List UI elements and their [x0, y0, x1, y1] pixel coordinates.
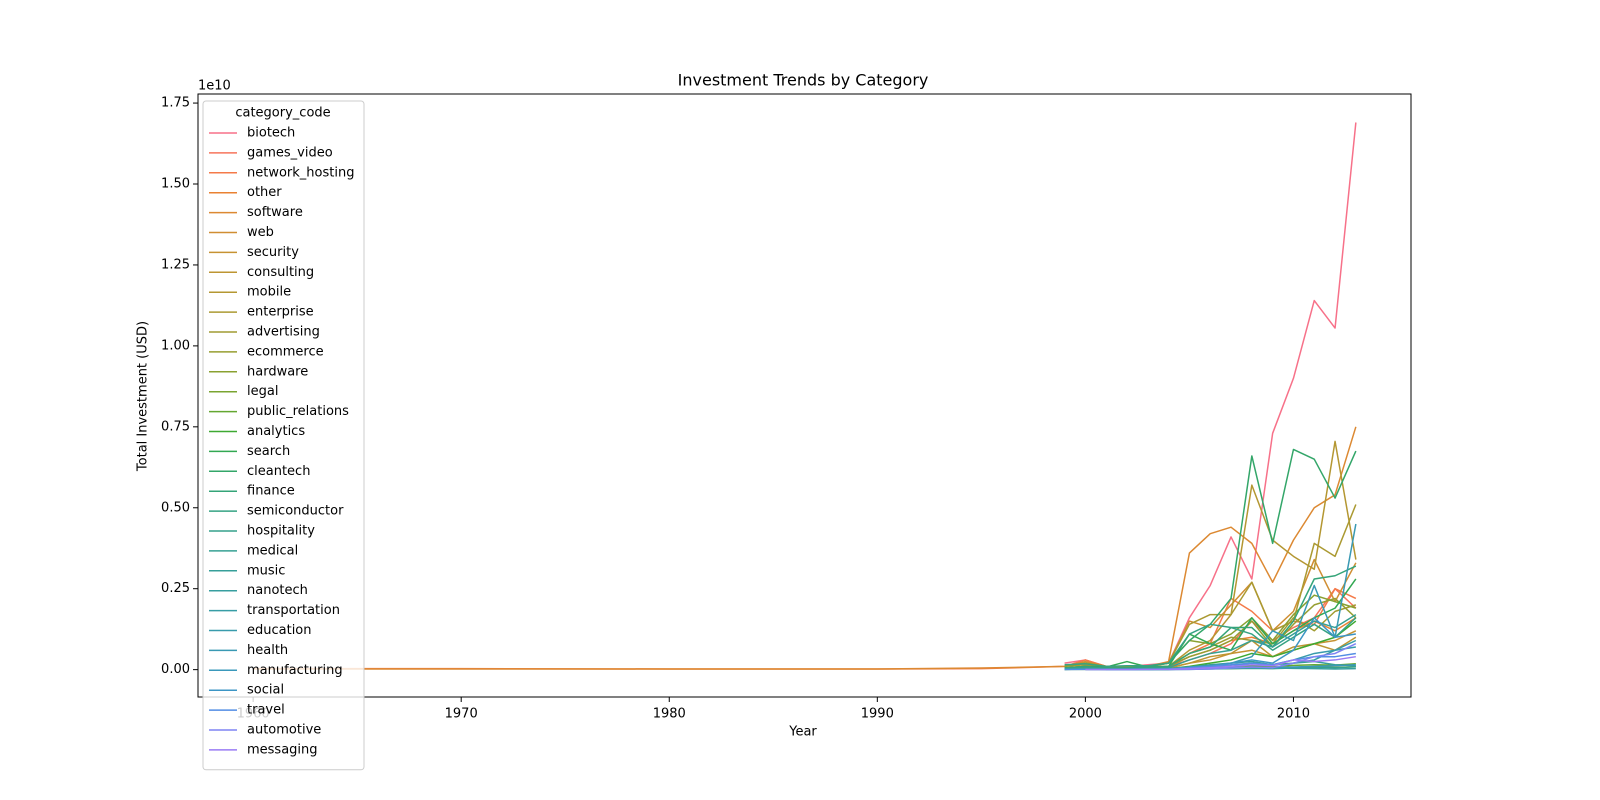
series-line: [1168, 643, 1357, 671]
y-axis-label: Total Investment (USD): [136, 321, 151, 472]
x-axis-label: Year: [788, 725, 817, 740]
legend-label: other: [247, 185, 282, 200]
legend-label: advertising: [247, 325, 320, 340]
plot-area: 1960197019801990200020100.000.250.500.75…: [161, 93, 1412, 722]
legend-label: biotech: [247, 126, 295, 141]
legend-label: cleantech: [247, 464, 310, 479]
chart-title: Investment Trends by Category: [678, 71, 929, 90]
series-line: [1064, 597, 1357, 670]
legend-frame: [202, 100, 365, 771]
legend-label: software: [247, 205, 303, 220]
legend-label: manufacturing: [247, 663, 343, 678]
y-tick-label: 0.25: [161, 581, 190, 596]
y-tick-label: 0.50: [161, 500, 190, 515]
legend-label: security: [247, 245, 299, 260]
legend-label: consulting: [247, 265, 314, 280]
legend-label: medical: [247, 543, 298, 558]
series-line: [1064, 578, 1357, 669]
legend-title: category_code: [235, 106, 330, 121]
legend-label: messaging: [247, 742, 318, 757]
y-tick-label: 1.00: [161, 338, 190, 353]
legend-label: enterprise: [247, 305, 314, 320]
legend-label: automotive: [247, 723, 321, 738]
series-line: [1064, 440, 1357, 669]
legend-label: music: [247, 563, 285, 578]
x-tick-label: 1980: [653, 707, 686, 722]
legend-label: hardware: [247, 364, 308, 379]
legend-label: health: [247, 643, 288, 658]
series-line: [1064, 448, 1357, 670]
y-tick-label: 1.25: [161, 257, 190, 272]
series-line: [253, 426, 1357, 670]
x-tick-label: 1970: [445, 707, 478, 722]
legend-label: public_relations: [247, 404, 349, 419]
legend-label: web: [247, 225, 274, 240]
legend-label: analytics: [247, 424, 305, 439]
legend-label: search: [247, 444, 290, 459]
legend-label: travel: [247, 703, 285, 718]
legend-label: mobile: [247, 285, 291, 300]
legend-label: semiconductor: [247, 504, 344, 519]
legend-label: finance: [247, 484, 295, 499]
legend-label: education: [247, 623, 312, 638]
legend-label: games_video: [247, 145, 333, 160]
y-tick-label: 0.00: [161, 662, 190, 677]
x-tick-label: 2000: [1069, 707, 1102, 722]
y-tick-label: 1.50: [161, 177, 190, 192]
legend-label: transportation: [247, 603, 340, 618]
x-tick-label: 2010: [1277, 707, 1310, 722]
legend-label: nanotech: [247, 583, 308, 598]
legend-label: social: [247, 683, 284, 698]
legend-label: network_hosting: [247, 165, 354, 180]
axes-frame: [197, 93, 1412, 698]
legend-label: ecommerce: [247, 344, 324, 359]
legend-label: hospitality: [247, 524, 315, 539]
y-tick-label: 1.75: [161, 96, 190, 111]
series-line: [1085, 655, 1356, 671]
x-tick-label: 1990: [861, 707, 894, 722]
legend-label: legal: [247, 384, 278, 399]
y-tick-label: 0.75: [161, 419, 190, 434]
y-offset-text: 1e10: [198, 79, 231, 94]
